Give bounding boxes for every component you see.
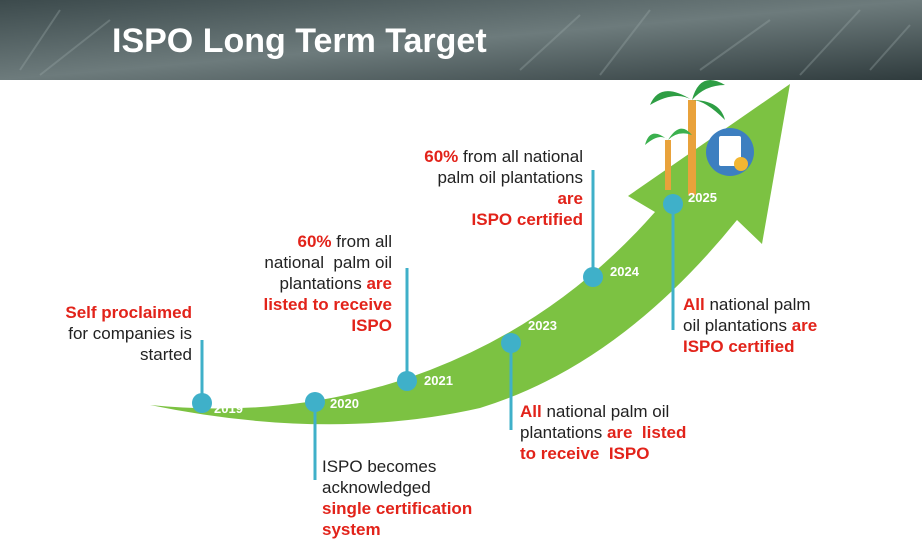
highlight-text: Self proclaimed <box>65 303 192 322</box>
description-line: Self proclaimed <box>65 303 192 322</box>
body-text: palm oil plantations <box>437 168 583 187</box>
body-text: from all national <box>458 147 583 166</box>
milestone-dot <box>501 333 521 353</box>
description-line: system <box>322 520 381 539</box>
highlight-text: 60% <box>424 147 458 166</box>
description-line: single certification <box>322 499 472 518</box>
description-line: palm oil plantations <box>437 168 583 187</box>
highlight-text: 60% <box>298 232 332 251</box>
body-text: ISPO becomes <box>322 457 436 476</box>
year-label: 2020 <box>330 396 359 411</box>
description-line: plantations are listed <box>520 423 686 442</box>
highlight-text: ISPO certified <box>683 337 794 356</box>
description-line: to receive ISPO <box>520 444 649 463</box>
body-text: from all <box>332 232 392 251</box>
milestone-dot <box>583 267 603 287</box>
description-line: 60% from all <box>298 232 393 251</box>
year-label: 2025 <box>688 190 717 205</box>
highlight-text: system <box>322 520 381 539</box>
highlight-text: are <box>366 274 392 293</box>
year-label: 2021 <box>424 373 453 388</box>
year-label: 2019 <box>214 401 243 416</box>
description-line: All national palm <box>683 295 811 314</box>
highlight-text: are <box>557 189 583 208</box>
highlight-text: single certification <box>322 499 472 518</box>
milestone-dot <box>192 393 212 413</box>
body-text: plantations <box>520 423 607 442</box>
milestone-dot <box>663 194 683 214</box>
description-line: oil plantations are <box>683 316 817 335</box>
body-text: acknowledged <box>322 478 431 497</box>
description-line: started <box>140 345 192 364</box>
body-text: national palm oil <box>264 253 392 272</box>
highlight-text: All <box>683 295 705 314</box>
highlight-text: are <box>792 316 818 335</box>
infographic: ISPO Long Term Target 2019 Self proclaime… <box>0 0 922 558</box>
highlight-text: listed to receive <box>263 295 392 314</box>
description-line: national palm oil <box>264 253 392 272</box>
description-line: ISPO <box>351 316 392 335</box>
highlight-text: are listed <box>607 423 686 442</box>
year-label: 2024 <box>610 264 640 279</box>
description-line: ISPO becomes <box>322 457 436 476</box>
year-label: 2023 <box>528 318 557 333</box>
description-line: listed to receive <box>263 295 392 314</box>
body-text: national palm <box>705 295 811 314</box>
description-line: acknowledged <box>322 478 431 497</box>
highlight-text: ISPO <box>351 316 392 335</box>
body-text: national palm oil <box>542 402 670 421</box>
description-line: 60% from all national <box>424 147 583 166</box>
body-text: started <box>140 345 192 364</box>
description-line: ISPO certified <box>683 337 794 356</box>
milestone-dot <box>305 392 325 412</box>
highlight-text: to receive ISPO <box>520 444 649 463</box>
description-line: are <box>557 189 583 208</box>
milestone-dot <box>397 371 417 391</box>
description-line: ISPO certified <box>472 210 583 229</box>
description-line: for companies is <box>68 324 192 343</box>
highlight-text: ISPO certified <box>472 210 583 229</box>
description-line: plantations are <box>280 274 392 293</box>
title: ISPO Long Term Target <box>112 22 487 60</box>
body-text: plantations <box>280 274 367 293</box>
highlight-text: All <box>520 402 542 421</box>
body-text: for companies is <box>68 324 192 343</box>
body-text: oil plantations <box>683 316 792 335</box>
description-line: All national palm oil <box>520 402 669 421</box>
